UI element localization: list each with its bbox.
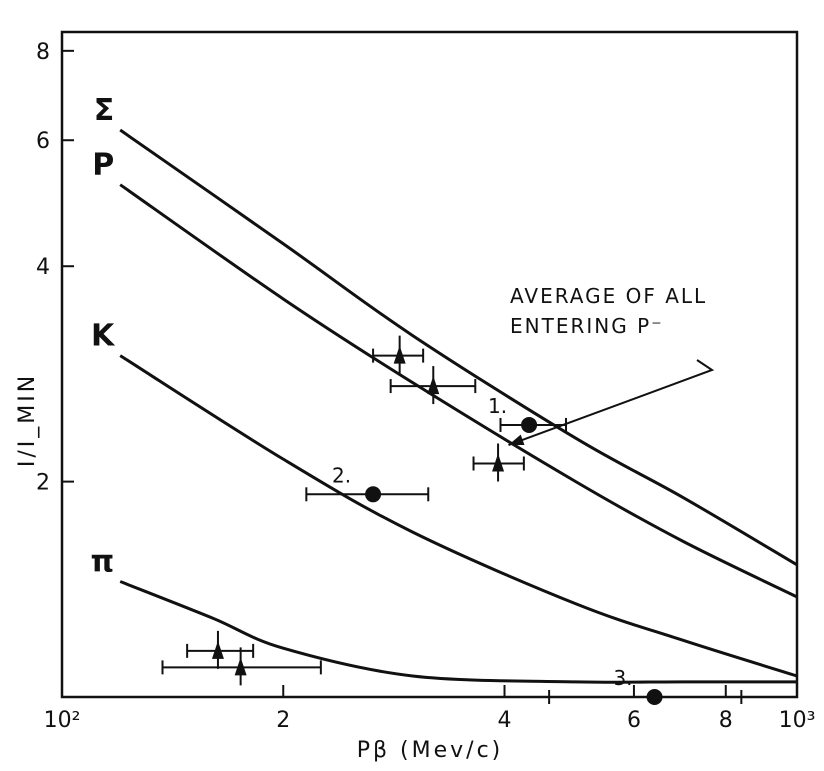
x-tick-label: 4	[498, 708, 512, 733]
curve-label: π	[90, 545, 114, 580]
curve-K	[119, 354, 798, 678]
x-tick-label: 6	[627, 708, 641, 733]
annotation: AVERAGE OF ALL ENTERING P⁻	[508, 284, 715, 446]
curve-P	[119, 183, 798, 599]
annotation-arrow	[508, 359, 715, 446]
curve-label: K	[91, 319, 116, 354]
annotation-text: ENTERING P⁻	[510, 314, 664, 338]
curve-π	[119, 580, 797, 684]
x-tick-label: 2	[276, 708, 290, 733]
y-tick-label: 8	[36, 40, 50, 65]
y-axis-label: I/I_MIN	[15, 373, 40, 467]
triangle-point	[234, 657, 247, 676]
circle-point	[646, 689, 663, 705]
point-label: 3.	[613, 666, 632, 690]
curve-labels: ΣP Kπ	[90, 93, 115, 579]
x-axis: 10² 2 4 6 8 10³	[44, 685, 816, 733]
curve-Σ	[119, 128, 798, 567]
triangle-point	[492, 453, 505, 472]
y-axis: 2 4 6 8	[36, 40, 74, 496]
y-tick-label: 6	[36, 129, 50, 154]
y-tick-label: 2	[36, 471, 50, 496]
point-label: 1.	[488, 394, 507, 418]
y-axis-label-group: I/I_MIN	[15, 373, 40, 467]
curves	[119, 128, 798, 684]
data-points: 1. 2. 3.	[161, 335, 743, 705]
x-tick-label: 10³	[779, 708, 816, 733]
point-label: 2.	[332, 463, 351, 487]
triangle-point	[427, 376, 440, 395]
circle-point	[521, 416, 538, 433]
plot-border	[60, 30, 799, 699]
x-tick-label: 8	[719, 708, 733, 733]
x-axis-label: Pβ (Mev/c)	[357, 738, 504, 763]
annotation-text: AVERAGE OF ALL	[510, 284, 707, 308]
triangle-point	[393, 345, 406, 364]
curve-label: Σ	[94, 93, 115, 128]
y-tick-label: 4	[36, 255, 50, 280]
triangle-point	[211, 640, 224, 659]
circle-point	[365, 486, 382, 503]
plot-frame	[60, 30, 799, 699]
arrow-head	[508, 434, 525, 446]
x-tick-label: 10²	[44, 708, 81, 733]
curve-label: P	[92, 148, 114, 183]
